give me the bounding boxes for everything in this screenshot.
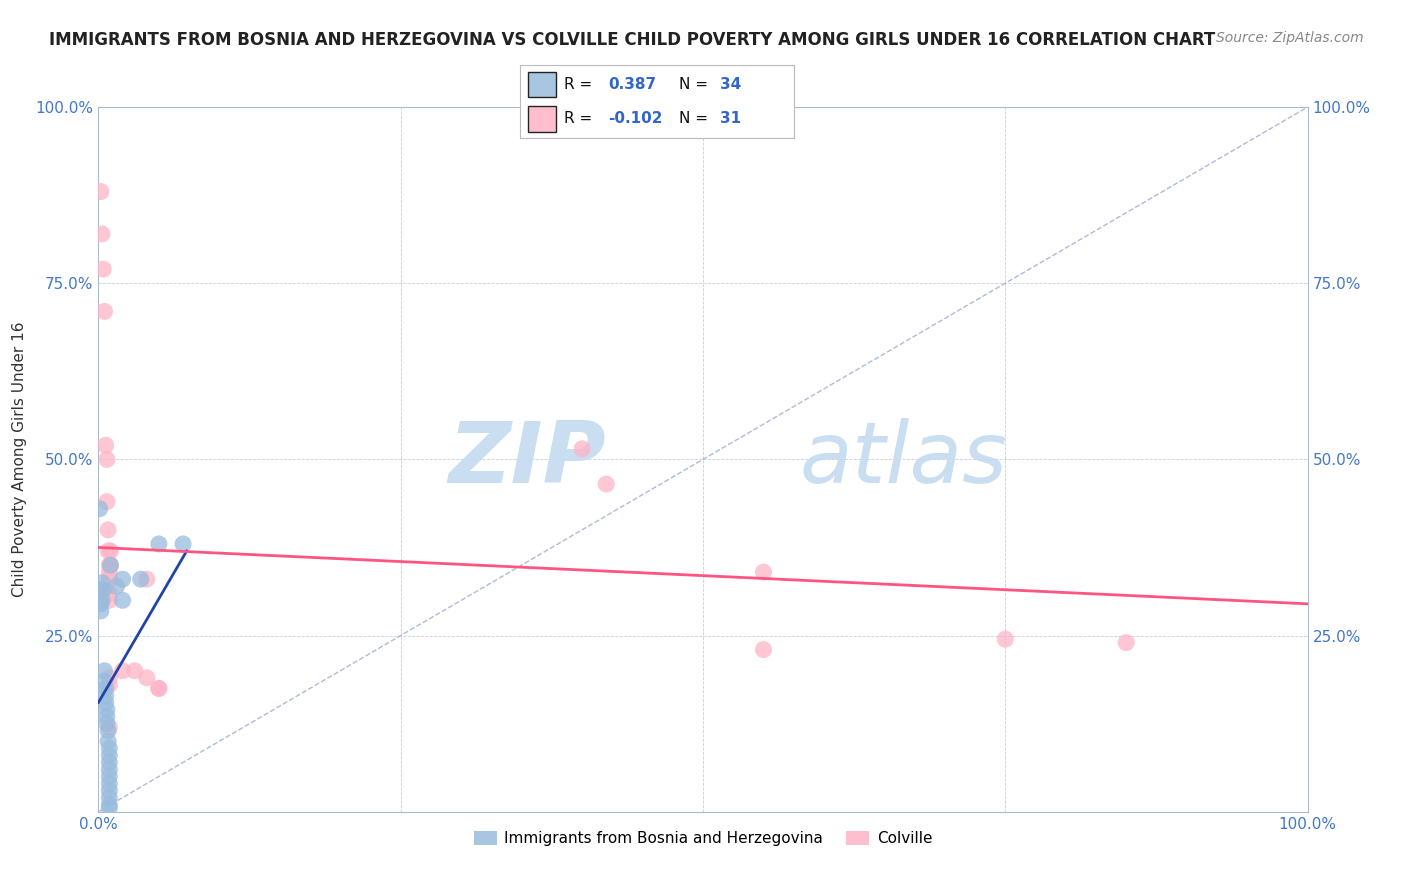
Point (96, 494, 118, 508)
Point (91, 227, 114, 241)
Point (994, 632, 1017, 646)
Point (148, 681, 170, 696)
Point (98, 797, 121, 812)
Point (752, 642, 775, 657)
Point (595, 477, 617, 491)
Point (100, 544, 122, 558)
Point (94, 689, 117, 703)
Point (98, 756, 121, 770)
Point (93, 304, 115, 318)
Point (91, 575, 114, 590)
Point (1115, 635, 1137, 649)
Point (98, 790, 121, 805)
Point (129, 572, 152, 586)
Point (98, 565, 121, 579)
Point (98, 678, 121, 692)
Point (96, 709, 118, 723)
Point (98, 558, 121, 573)
Point (98, 593, 121, 607)
Point (96, 702, 118, 716)
Point (97, 723, 120, 738)
Point (98, 741, 121, 756)
Point (90, 185, 112, 199)
Point (97, 734, 120, 748)
Point (111, 664, 134, 678)
Point (94, 681, 117, 696)
Text: R =: R = (564, 112, 592, 127)
Point (96, 452, 118, 467)
Point (90, 597, 112, 611)
Point (172, 537, 194, 551)
Point (97, 544, 120, 558)
Point (98, 748, 121, 763)
Point (135, 671, 157, 685)
Text: IMMIGRANTS FROM BOSNIA AND HERZEGOVINA VS COLVILLE CHILD POVERTY AMONG GIRLS UND: IMMIGRANTS FROM BOSNIA AND HERZEGOVINA V… (49, 31, 1215, 49)
Text: atlas: atlas (800, 417, 1008, 501)
Point (91, 262, 114, 277)
Point (98, 763, 121, 777)
Point (98, 783, 121, 797)
Point (100, 558, 122, 573)
Point (91, 593, 114, 607)
Point (135, 572, 157, 586)
Point (571, 442, 593, 456)
Point (96, 716, 118, 731)
Text: R =: R = (564, 77, 592, 92)
Point (98, 671, 121, 685)
Text: -0.102: -0.102 (607, 112, 662, 127)
Point (94, 438, 117, 452)
Text: 31: 31 (720, 112, 741, 127)
Point (98, 572, 121, 586)
FancyBboxPatch shape (529, 106, 555, 132)
Point (111, 572, 134, 586)
Legend: Immigrants from Bosnia and Herzegovina, Colville: Immigrants from Bosnia and Herzegovina, … (474, 831, 932, 847)
Point (752, 565, 775, 579)
Text: ZIP: ZIP (449, 417, 606, 501)
Text: 0.387: 0.387 (607, 77, 657, 92)
Point (98, 586, 121, 600)
FancyBboxPatch shape (529, 71, 555, 97)
Point (93, 664, 115, 678)
Text: 34: 34 (720, 77, 741, 92)
Point (98, 776, 121, 790)
Point (93, 674, 115, 689)
Point (89, 501, 111, 516)
Point (91, 582, 114, 597)
Y-axis label: Child Poverty Among Girls Under 16: Child Poverty Among Girls Under 16 (13, 322, 27, 597)
Point (94, 696, 117, 710)
Point (90, 604, 112, 618)
Text: N =: N = (679, 112, 709, 127)
Point (98, 801, 121, 815)
Point (98, 720, 121, 734)
Point (124, 664, 146, 678)
Point (98, 769, 121, 784)
Point (148, 681, 170, 696)
Point (100, 558, 122, 573)
Point (111, 593, 134, 607)
Text: Source: ZipAtlas.com: Source: ZipAtlas.com (1216, 31, 1364, 45)
Point (148, 537, 170, 551)
Point (97, 523, 120, 537)
Point (90, 582, 112, 597)
Text: N =: N = (679, 77, 709, 92)
Point (105, 579, 128, 593)
